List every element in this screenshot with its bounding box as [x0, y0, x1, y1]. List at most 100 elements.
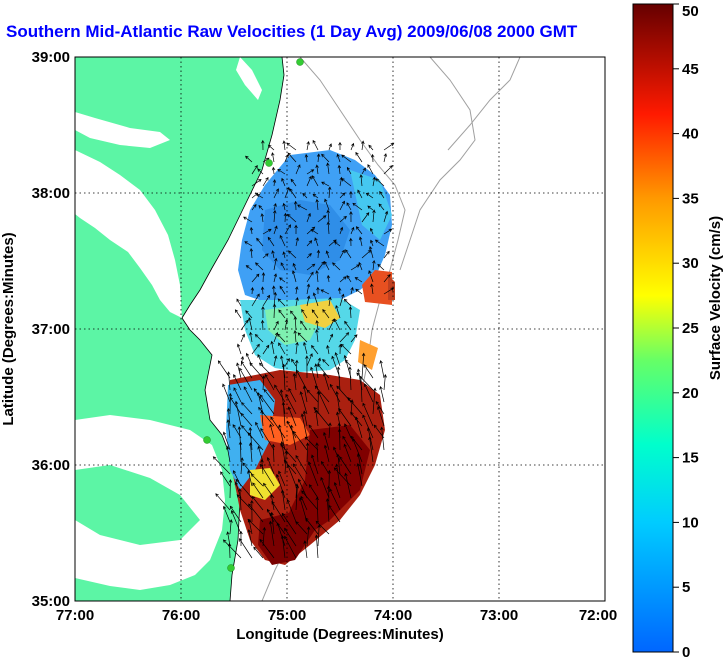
velocity-arrow [372, 176, 376, 187]
velocity-arrow [249, 247, 254, 259]
velocity-arrow [262, 228, 272, 235]
colorbar-tick-label: 0 [682, 644, 690, 659]
velocity-arrow [346, 202, 352, 211]
velocity-arrow [256, 391, 264, 415]
velocity-arrow [297, 332, 308, 343]
velocity-arrow [314, 534, 319, 559]
velocity-arrow [336, 385, 352, 403]
velocity-arrow [306, 295, 311, 307]
velocity-arrow [303, 341, 308, 355]
velocity-arrow [264, 373, 275, 391]
velocity-arrow [375, 400, 385, 415]
velocity-arrow [247, 470, 253, 487]
velocity-arrow [283, 212, 288, 223]
velocity-arrow [256, 237, 264, 247]
velocity-arrow [379, 360, 385, 379]
velocity-arrow [363, 364, 374, 379]
velocity-arrow [355, 288, 363, 295]
velocity-arrow [287, 152, 297, 163]
velocity-arrow [362, 414, 374, 439]
velocity-arrow [383, 165, 393, 175]
velocity-arrow [297, 204, 308, 211]
velocity-arrow [323, 431, 330, 451]
velocity-arrow [260, 213, 264, 223]
velocity-arrow [226, 407, 231, 427]
velocity-arrow [348, 366, 352, 391]
velocity-arrow [299, 391, 308, 415]
velocity-arrow [240, 319, 249, 331]
velocity-arrow [383, 287, 395, 295]
velocity-arrow [244, 241, 253, 247]
velocity-arrow [306, 526, 311, 547]
velocity-arrow [332, 262, 341, 271]
velocity-arrow [282, 251, 286, 259]
velocity-arrow [312, 193, 319, 199]
velocity-arrow [258, 205, 264, 211]
velocity-arrow [286, 420, 297, 439]
velocity-arrow [359, 174, 363, 187]
velocity-arrow [266, 457, 275, 475]
velocity-arrow [372, 387, 377, 415]
velocity-arrow [335, 304, 341, 319]
velocity-arrow [367, 205, 374, 211]
velocity-arrow [303, 540, 308, 559]
velocity-arrow [361, 212, 370, 223]
velocity-arrow [248, 442, 253, 463]
colorbar-tick-label: 45 [682, 61, 699, 78]
velocity-arrow [245, 310, 253, 319]
velocity-arrow [222, 431, 231, 451]
velocity-arrow [315, 520, 330, 535]
velocity-arrow [306, 240, 313, 247]
velocity-arrow [307, 461, 319, 487]
velocity-arrow [345, 249, 352, 259]
velocity-arrow [333, 481, 341, 499]
velocity-arrow [324, 260, 330, 271]
velocity-arrow [276, 522, 286, 547]
velocity-arrow [234, 309, 242, 319]
velocity-arrow [315, 270, 319, 283]
velocity-arrow [295, 164, 301, 175]
velocity-arrow [280, 443, 297, 463]
velocity-arrow [315, 320, 319, 331]
velocity-arrow [291, 270, 297, 283]
velocity-arrow [271, 443, 276, 463]
velocity-arrow [334, 352, 341, 367]
velocity-arrow [293, 330, 297, 343]
velocity-arrow [251, 293, 260, 307]
velocity-arrow [293, 463, 308, 487]
velocity-arrow [358, 236, 363, 247]
velocity-arrow [283, 459, 297, 475]
velocity-arrow [338, 343, 342, 355]
velocity-arrow [236, 494, 253, 511]
velocity-arrow [311, 309, 319, 319]
velocity-arrow [249, 226, 254, 235]
velocity-arrow [380, 426, 385, 451]
velocity-arrow [262, 344, 270, 355]
velocity-arrow [222, 505, 231, 523]
velocity-arrow [278, 424, 286, 451]
velocity-arrow [368, 144, 374, 151]
velocity-arrow [378, 203, 385, 211]
velocity-arrow [241, 402, 253, 415]
velocity-arrow [339, 276, 347, 283]
velocity-arrow [305, 442, 310, 463]
velocity-arrow [302, 410, 308, 427]
velocity-arrow [317, 261, 325, 271]
velocity-arrow [306, 169, 315, 175]
velocity-arrow [305, 355, 309, 379]
station-marker [296, 58, 304, 66]
velocity-arrow [261, 306, 265, 319]
velocity-arrow [280, 489, 286, 511]
colorbar-tick-label: 15 [682, 450, 699, 467]
velocity-arrow [251, 165, 258, 175]
plot-frame [74, 56, 606, 602]
velocity-arrow [275, 473, 286, 499]
velocity-arrow [273, 320, 279, 331]
velocity-arrow [238, 441, 243, 463]
velocity-arrow [280, 262, 286, 271]
colorbar-label: Surface Velocity (cm/s) [707, 216, 724, 380]
velocity-arrow [215, 493, 231, 511]
velocity-arrow [306, 212, 311, 223]
velocity-arrow [370, 283, 374, 295]
velocity-arrow [243, 216, 253, 223]
